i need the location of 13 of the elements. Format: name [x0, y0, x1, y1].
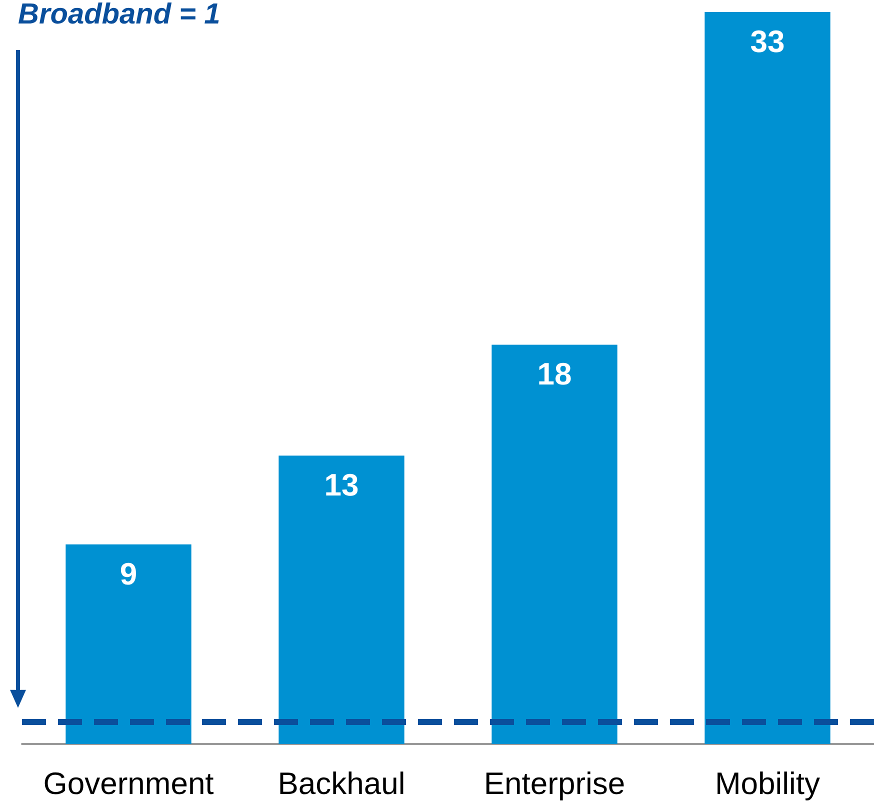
bar: [492, 344, 618, 744]
x-tick-label: Backhaul: [278, 766, 406, 801]
x-tick-label: Enterprise: [484, 766, 626, 801]
data-label: 9: [120, 556, 138, 592]
data-label: 33: [750, 24, 785, 59]
x-tick-label: Mobility: [714, 766, 821, 801]
bar: [278, 456, 404, 744]
ref-line-label: Broadband = 1: [18, 0, 220, 30]
data-label: 18: [537, 356, 572, 392]
bar: [66, 544, 192, 744]
data-label: 13: [324, 468, 359, 503]
bar: [704, 12, 830, 744]
x-tick-label: Government: [43, 766, 214, 801]
